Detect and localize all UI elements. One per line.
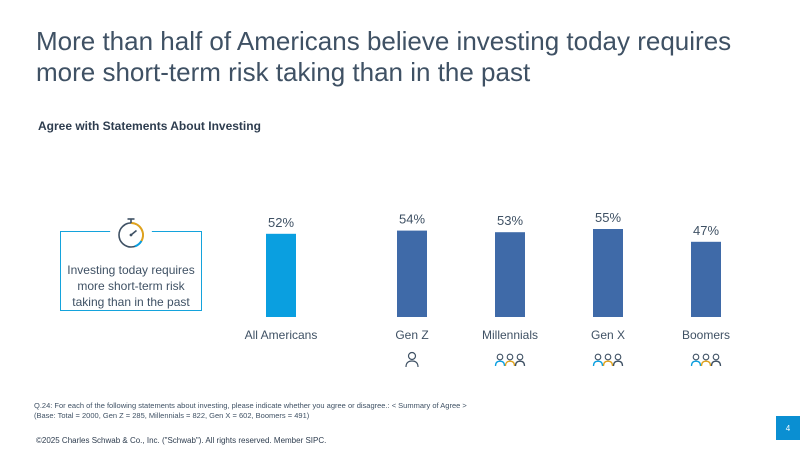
stopwatch-icon [110,212,152,254]
bar-1 [397,230,427,317]
page-number-badge: 4 [776,416,800,440]
data-label-4: 47% [693,223,719,238]
copyright: ©2025 Charles Schwab & Co., Inc. ("Schwa… [36,436,327,445]
bar-2 [495,232,525,317]
data-label-1: 54% [399,212,425,227]
group-icon [494,353,526,367]
footnote: Q.24: For each of the following statemen… [34,401,734,421]
category-label-0: All Americans [245,328,318,342]
footnote-base: (Base: Total = 2000, Gen Z = 285, Millen… [34,411,310,420]
category-label-4: Boomers [682,328,730,342]
statement-text: Investing today requires more short-term… [67,263,195,309]
category-label-2: Millennials [482,328,538,342]
group-icon [690,353,722,367]
data-label-3: 55% [595,210,621,225]
page-title: More than half of Americans believe inve… [36,26,732,87]
data-label-2: 53% [497,213,523,228]
group-icon [592,353,624,367]
footnote-question: Q.24: For each of the following statemen… [34,401,467,410]
data-label-0: 52% [268,215,294,230]
person-icon [405,351,419,368]
bar-3 [593,229,623,317]
chart-subtitle: Agree with Statements About Investing [38,119,261,133]
bar-4 [691,241,721,317]
category-label-3: Gen X [591,328,625,342]
bar-0 [266,233,296,317]
category-label-1: Gen Z [395,328,428,342]
